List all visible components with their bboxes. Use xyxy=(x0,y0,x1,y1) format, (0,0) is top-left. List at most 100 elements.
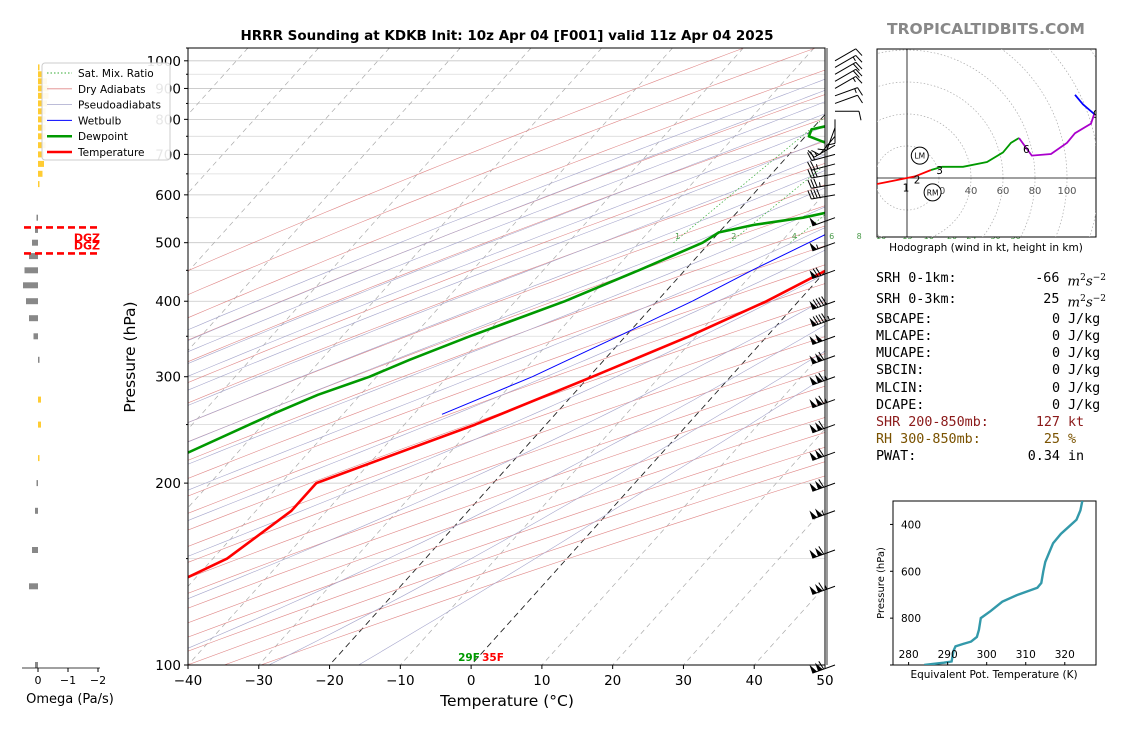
wind-barb xyxy=(809,395,836,409)
barb-full xyxy=(821,296,827,305)
omega-bar xyxy=(38,455,40,462)
dry-adiabat-line xyxy=(188,140,825,383)
omega-bar xyxy=(36,214,38,221)
stat-label: PWAT: xyxy=(876,448,917,464)
surface-dewpoint-label: 29F xyxy=(458,652,480,664)
legend-label: Dry Adiabats xyxy=(78,84,146,96)
barb-flag xyxy=(809,301,818,310)
theta-e-ylabel: Pressure (hPa) xyxy=(876,547,887,619)
isotherm-line xyxy=(188,48,532,430)
barb-staff xyxy=(834,68,857,82)
barb-full xyxy=(818,372,825,382)
stat-value: 0 xyxy=(1051,363,1060,379)
wind-barb xyxy=(809,661,836,674)
stat-value: -66 xyxy=(1035,271,1060,286)
omega-bar xyxy=(38,181,40,188)
isotherm-line xyxy=(400,192,825,665)
wind-barb xyxy=(834,94,863,104)
barb-staff xyxy=(813,144,836,158)
mixing-ratio-label: 6 xyxy=(829,232,834,241)
barb-staff xyxy=(811,173,836,179)
barb-flag xyxy=(809,664,818,674)
hodograph-ring-label: 100 xyxy=(1057,186,1076,197)
wind-barb xyxy=(807,160,836,171)
pseudoadiabat-line xyxy=(188,170,825,423)
isotherm-line xyxy=(470,271,825,665)
wind-barb xyxy=(809,267,836,280)
theta-e-panel: 280 290 300 310 320 400 600 800 xyxy=(890,500,1097,666)
barb-flag xyxy=(815,547,823,557)
barb-staff xyxy=(834,55,857,68)
pseudoadiabat-line xyxy=(188,126,825,377)
right-mover-marker xyxy=(923,183,942,202)
legend-label: Sat. Mix. Ratio xyxy=(78,68,154,80)
hodograph-segment xyxy=(930,137,1020,171)
stat-unit: J/kg xyxy=(1068,346,1101,362)
barb-staff xyxy=(811,163,836,171)
wind-barb xyxy=(834,68,863,82)
stat-value: 0 xyxy=(1051,346,1060,362)
barb-flag xyxy=(809,376,818,385)
stat-label: RH 300-850mb: xyxy=(876,431,981,447)
isotherm-line xyxy=(329,113,825,665)
omega-bar xyxy=(38,170,43,177)
y-tick-label: 500 xyxy=(155,236,181,252)
barb-flag xyxy=(815,449,823,459)
left-mover-marker xyxy=(910,146,929,165)
stat-row: SBCIN: 0 J/kg xyxy=(876,362,1106,379)
barb-half xyxy=(815,164,819,169)
isotherm-line xyxy=(188,48,602,509)
omega-bar xyxy=(38,396,41,403)
barb-full xyxy=(815,315,822,324)
hodograph-plot: 2040608010012369LMRM xyxy=(877,49,1096,237)
barb-flag xyxy=(815,374,823,383)
dry-adiabat-line xyxy=(188,385,825,609)
stat-unit: % xyxy=(1068,431,1077,447)
theta-e-x-tick-label: 300 xyxy=(977,649,997,661)
wind-barb xyxy=(834,61,863,75)
barb-full xyxy=(818,661,825,670)
barb-staff xyxy=(811,153,836,162)
legend-box xyxy=(41,62,171,161)
pseudoadiabat-line xyxy=(188,78,825,331)
legend-label: Pseudoadiabats xyxy=(78,100,161,112)
barb-staff xyxy=(811,194,836,200)
omega-bar xyxy=(38,356,40,363)
barb-flag xyxy=(809,452,818,461)
pseudoadiabat-line xyxy=(188,324,825,649)
isotherm-line xyxy=(188,48,390,273)
barb-staff xyxy=(834,94,858,104)
dry-adiabat-line xyxy=(188,245,825,479)
omega-bar xyxy=(38,151,44,158)
dry-adiabat-line xyxy=(188,225,825,461)
mixing-ratio-label: 4 xyxy=(792,232,797,241)
skewt-frame xyxy=(187,47,826,666)
mixing-ratio-label: 1 xyxy=(675,232,680,241)
omega-bar xyxy=(29,315,38,322)
stat-unit: m2s−2 xyxy=(1067,273,1106,290)
pseudoadiabat-line xyxy=(188,273,825,557)
x-tick-label: −30 xyxy=(245,673,274,689)
pseudoadiabat-line xyxy=(188,139,825,391)
y-tick-label: 600 xyxy=(155,188,181,204)
barb-flag xyxy=(809,242,818,251)
x-tick-label: −20 xyxy=(315,673,344,689)
barb-full xyxy=(813,178,818,188)
omega-bar xyxy=(29,583,38,590)
wetbulb-profile-line xyxy=(441,234,825,415)
stat-value: 0 xyxy=(1051,329,1060,345)
pseudoadiabat-line xyxy=(188,187,825,443)
dry-adiabat-line xyxy=(188,283,825,514)
barb-staff xyxy=(812,242,836,252)
stat-value: 0 xyxy=(1051,380,1060,396)
chart-title: HRRR Sounding at KDKB Init: 10z Apr 04 [… xyxy=(240,28,773,44)
barb-half xyxy=(824,375,828,380)
x-axis-label: Temperature (°C) xyxy=(439,692,574,710)
omega-bar xyxy=(26,298,38,305)
stat-value: 25 xyxy=(1043,431,1060,447)
barb-full xyxy=(855,68,863,77)
hodograph-ring-label: 60 xyxy=(997,186,1010,197)
barb-full xyxy=(810,168,815,178)
stat-row: PWAT: 0.34 in xyxy=(876,448,1106,465)
omega-bar xyxy=(38,64,40,71)
